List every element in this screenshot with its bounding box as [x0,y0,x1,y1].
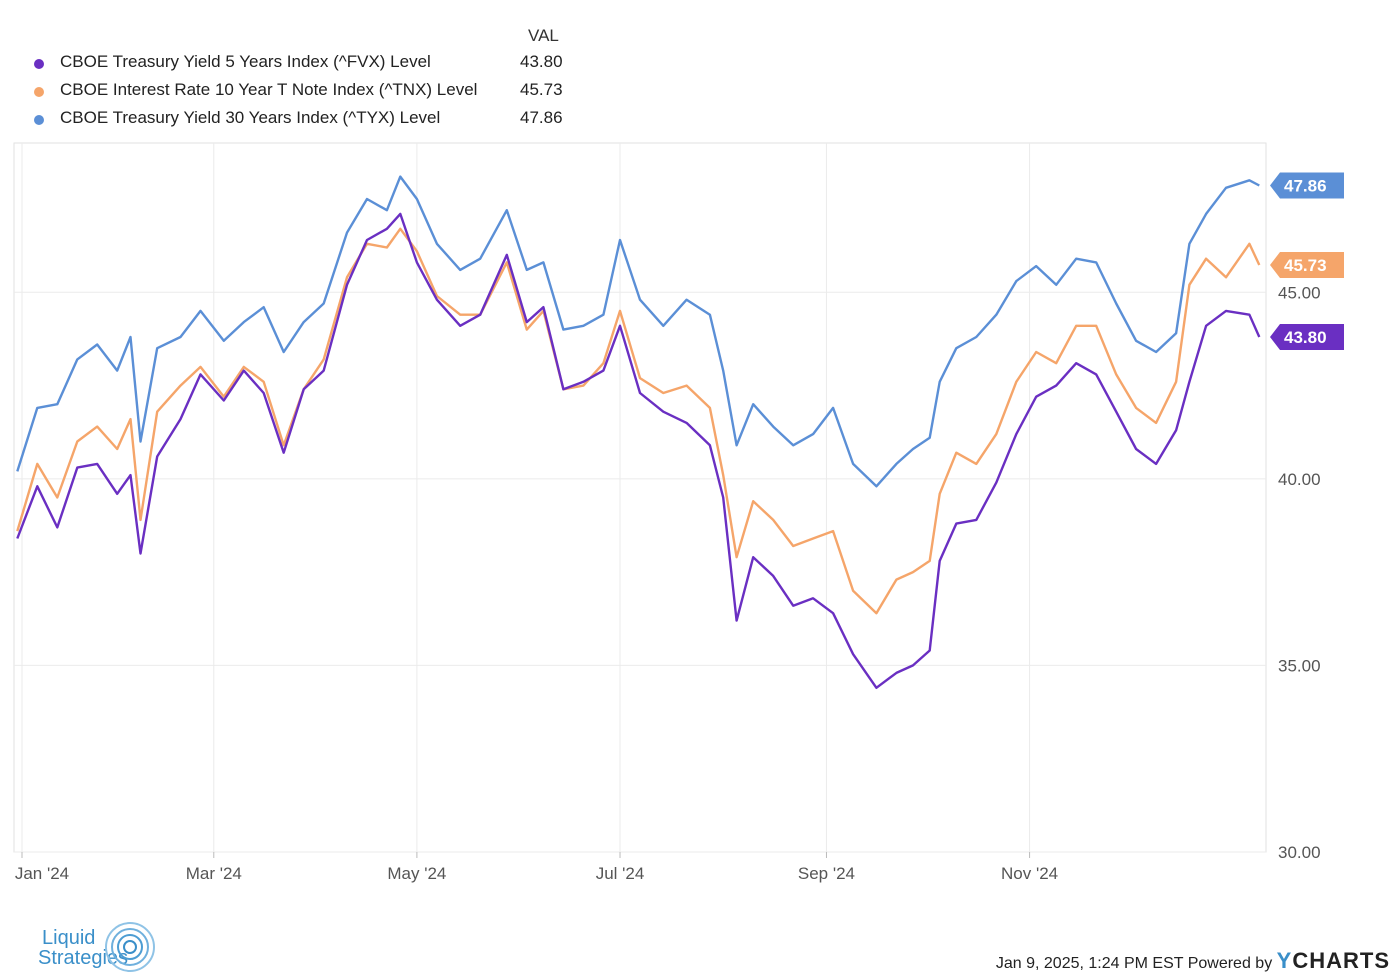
line-chart[interactable]: 30.00 35.00 40.00 45.00 Jan '24 Mar '24 May '2… [0,0,1400,900]
legend-value-tyx: 47.86 [520,108,563,127]
legend-label-tyx: CBOE Treasury Yield 30 Years Index (^TYX… [60,108,441,127]
y-tick-label: 40.00 [1278,470,1321,489]
legend-item-tnx[interactable]: CBOE Interest Rate 10 Year T Note Index … [30,80,590,102]
footer-timestamp: Jan 9, 2025, 1:24 PM EST Powered by [995,955,1273,972]
liquid-strategies-logo: Liquid Strategies [38,920,168,975]
legend-marker-fvx [34,59,44,69]
series-line-0 [16,212,1261,689]
end-value-tag-2 [1270,172,1344,199]
x-tick-label: May '24 [387,864,446,883]
legend-marker-tnx [34,87,44,97]
x-tick-label: Jan '24 [15,864,69,883]
x-tick-label: Sep '24 [798,864,855,883]
legend-value-fvx: 43.80 [520,52,563,71]
footer-attribution: Jan 9, 2025, 1:24 PM EST Powered by YCHA… [996,948,1390,974]
legend-label-fvx: CBOE Treasury Yield 5 Years Index (^FVX)… [60,52,431,71]
legend-label-tnx: CBOE Interest Rate 10 Year T Note Index … [60,80,478,99]
end-value-tag-0 [1270,324,1344,351]
ycharts-logo-y: Y [1276,948,1293,973]
y-tick-label: 30.00 [1278,843,1321,862]
legend-marker-tyx [34,115,44,125]
x-tick-label: Mar '24 [186,864,242,883]
end-value-tag-1 [1270,252,1344,279]
y-tick-label: 45.00 [1278,283,1321,302]
ycharts-logo-text: CHARTS [1292,948,1390,973]
ycharts-logo[interactable]: YCHARTS [1277,948,1390,973]
legend-value-tnx: 45.73 [520,80,563,99]
legend-item-tyx[interactable]: CBOE Treasury Yield 30 Years Index (^TYX… [30,108,590,130]
logo-rings-icon [105,922,155,972]
plot-frame [13,142,1267,853]
x-tick-label: Nov '24 [1001,864,1058,883]
end-value-label-0: 43.80 [1284,328,1327,347]
logo-text-line1: Liquid [42,927,96,949]
y-tick-label: 35.00 [1278,656,1321,675]
legend-item-fvx[interactable]: CBOE Treasury Yield 5 Years Index (^FVX)… [30,52,590,74]
series-line-2 [16,175,1260,488]
x-tick-label: Jul '24 [596,864,645,883]
end-value-label-2: 47.86 [1284,177,1327,196]
series-line-1 [16,227,1261,615]
end-value-label-1: 45.73 [1284,256,1327,275]
logo-text-line2: Strategies [38,947,129,969]
legend-value-header: VAL [528,26,559,45]
